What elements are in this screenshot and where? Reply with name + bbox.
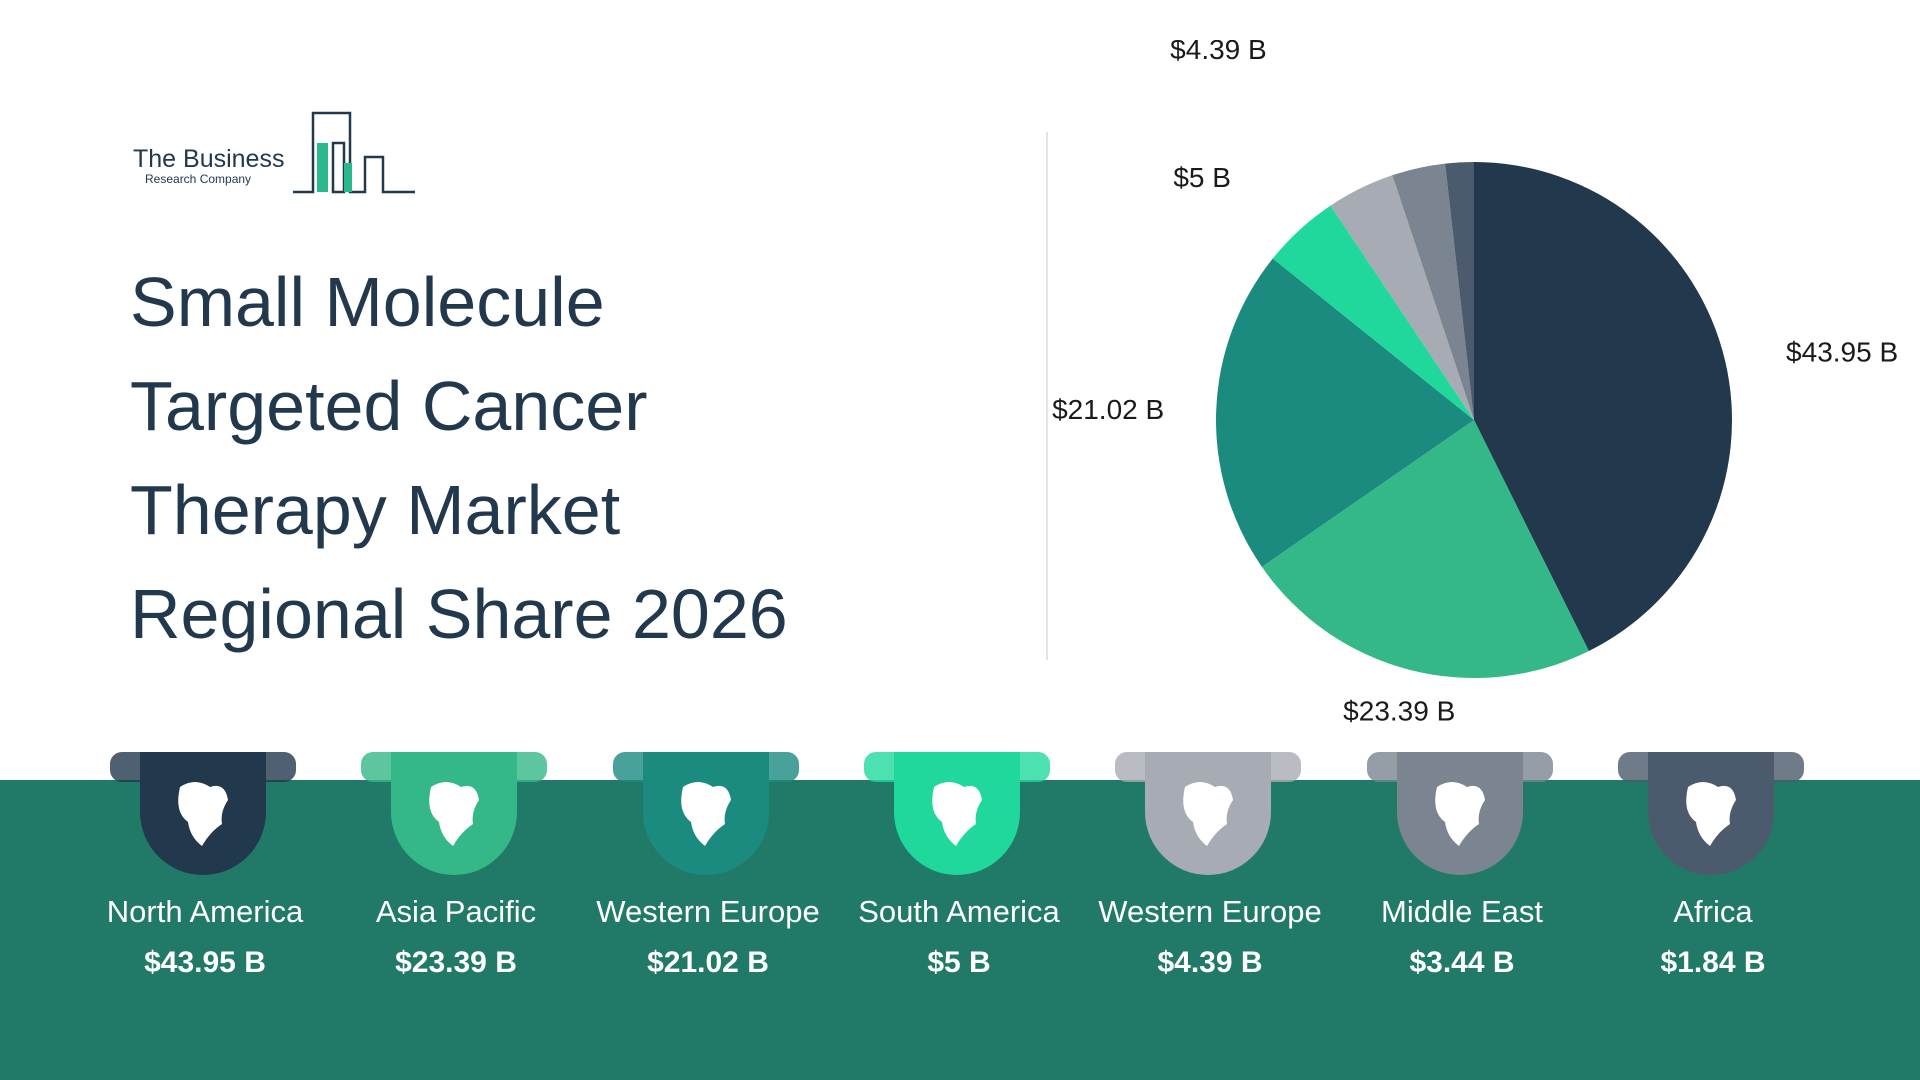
page-title: Small Molecule Targeted Cancer Therapy M… <box>130 263 788 653</box>
region-value: $1.84 B <box>1660 946 1766 979</box>
pie-slice-7 <box>1445 162 1474 420</box>
region-value: $21.02 B <box>647 946 769 979</box>
region-name: Western Europe <box>1098 894 1322 929</box>
pie-slice-5 <box>1330 175 1474 420</box>
pie-slice-1 <box>1474 162 1732 652</box>
pie-label-2: $23.39 B <box>1343 696 1455 727</box>
logo-line-1: The Business <box>133 145 285 173</box>
region-name: Africa <box>1673 894 1753 929</box>
company-logo: The Business Research Company <box>133 108 418 198</box>
region-value: $23.39 B <box>395 946 517 979</box>
pie-label-1: $43.95 B <box>1786 336 1898 367</box>
region-value: $43.95 B <box>144 946 266 979</box>
middle-east-map-icon <box>1367 752 1553 875</box>
logo-line-2: Research Company <box>145 172 252 186</box>
region-name: Western Europe <box>596 894 820 929</box>
region-value: $5 B <box>927 946 991 979</box>
region-name: South America <box>858 894 1060 929</box>
western-europe-map-icon <box>613 752 799 875</box>
pie-slice-3 <box>1216 258 1474 567</box>
pie-slice-4 <box>1272 205 1474 420</box>
region-card: South America $5 B <box>834 752 1084 1052</box>
region-card: Western Europe $4.39 B <box>1085 752 1335 1052</box>
europe-map-icon <box>1115 752 1301 875</box>
logo-buildings-icon <box>293 111 415 194</box>
region-value: $3.44 B <box>1409 946 1515 979</box>
regional-share-pie-chart: $43.95 B$23.39 B$21.02 B$5 B$4.39 B$3.44… <box>1052 40 1898 727</box>
pie-label-4: $5 B <box>1173 162 1231 193</box>
asia-pacific-map-icon <box>361 752 547 875</box>
region-value: $4.39 B <box>1157 946 1263 979</box>
region-name: Asia Pacific <box>375 894 537 929</box>
region-card: North America $43.95 B <box>80 752 330 1052</box>
region-card: Africa $1.84 B <box>1588 752 1838 1052</box>
region-name: North America <box>106 894 304 929</box>
region-card: Middle East $3.44 B <box>1337 752 1587 1052</box>
pie-slice-6 <box>1392 163 1474 420</box>
region-card: Western Europe $21.02 B <box>583 752 833 1052</box>
region-card: Asia Pacific $23.39 B <box>331 752 581 1052</box>
pie-label-5: $4.39 B <box>1170 40 1267 65</box>
pie-label-3: $21.02 B <box>1052 394 1164 425</box>
divider <box>1046 132 1048 660</box>
africa-map-icon <box>1618 752 1804 875</box>
pie-slice-2 <box>1261 420 1589 678</box>
region-name: Middle East <box>1381 894 1543 929</box>
north-america-map-icon <box>110 752 296 875</box>
south-america-map-icon <box>864 752 1050 875</box>
